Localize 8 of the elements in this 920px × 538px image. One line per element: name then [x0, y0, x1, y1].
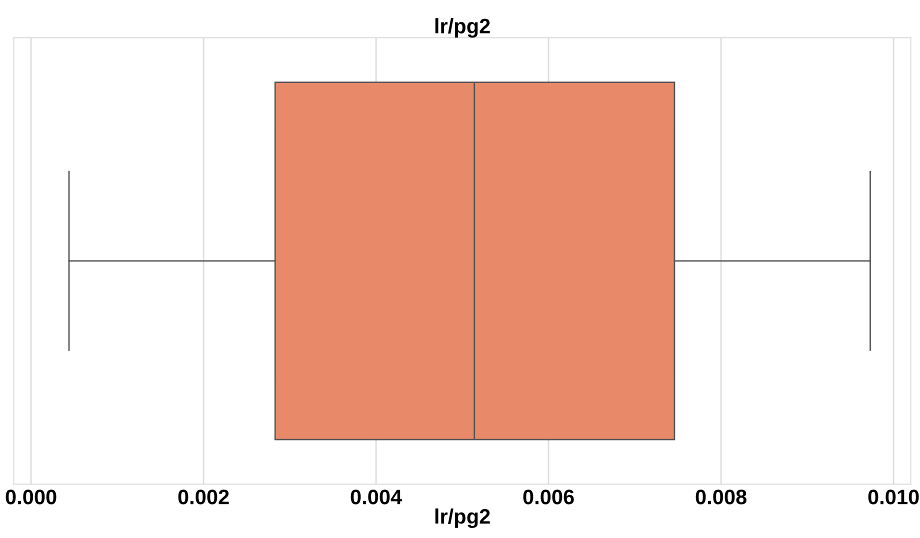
x-tick-label: 0.000: [6, 490, 56, 504]
x-tick-label: 0.002: [178, 490, 229, 504]
x-axis-title: lr/pg2: [435, 508, 490, 528]
chart-title: lr/pg2: [435, 18, 490, 38]
x-tick-label: 0.004: [350, 490, 402, 504]
x-tick-label: 0.010: [868, 490, 919, 504]
x-tick-label: 0.006: [523, 490, 574, 504]
x-tick-label: 0.008: [696, 490, 746, 504]
